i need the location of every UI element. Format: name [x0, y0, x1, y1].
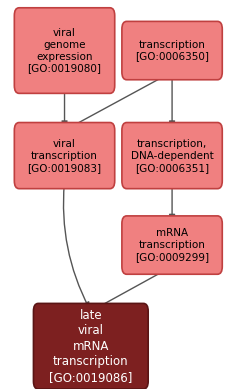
Text: viral
transcription
[GO:0019083]: viral transcription [GO:0019083]: [27, 138, 102, 173]
Text: transcription,
DNA-dependent
[GO:0006351]: transcription, DNA-dependent [GO:0006351…: [131, 138, 213, 173]
Text: late
viral
mRNA
transcription
[GO:0019086]: late viral mRNA transcription [GO:001908…: [49, 309, 132, 384]
Text: viral
genome
expression
[GO:0019080]: viral genome expression [GO:0019080]: [27, 28, 102, 74]
Text: transcription
[GO:0006350]: transcription [GO:0006350]: [135, 40, 209, 61]
FancyBboxPatch shape: [14, 8, 115, 93]
FancyBboxPatch shape: [122, 123, 222, 189]
FancyBboxPatch shape: [33, 303, 148, 389]
FancyBboxPatch shape: [122, 21, 222, 80]
Text: mRNA
transcription
[GO:0009299]: mRNA transcription [GO:0009299]: [135, 228, 209, 262]
FancyBboxPatch shape: [122, 216, 222, 274]
FancyBboxPatch shape: [14, 123, 115, 189]
